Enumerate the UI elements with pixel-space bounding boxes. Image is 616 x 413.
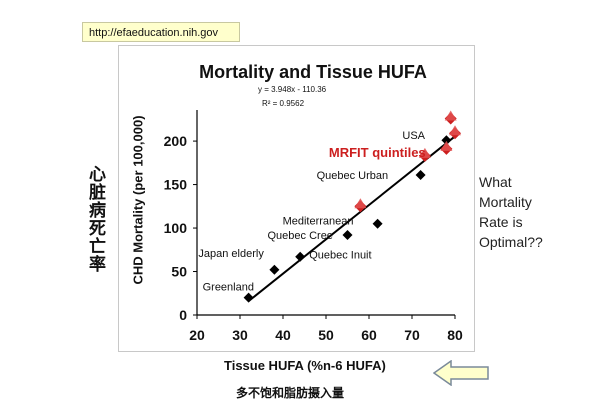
point-annotation: USA bbox=[402, 130, 425, 142]
mrfit-point-triangle bbox=[449, 125, 461, 136]
data-point-diamond bbox=[342, 230, 353, 240]
point-annotation: Japan elderly bbox=[198, 248, 264, 260]
chart-panel bbox=[118, 45, 475, 352]
mrfit-point-triangle bbox=[418, 147, 431, 158]
x-tick-label: 80 bbox=[447, 327, 463, 343]
x-axis-label: Tissue HUFA (%n-6 HUFA) bbox=[224, 358, 386, 373]
data-point-diamond bbox=[441, 135, 452, 146]
optimal-rate-question: What Mortality Rate is Optimal?? bbox=[479, 174, 543, 250]
y-tick-label: 200 bbox=[164, 133, 188, 149]
point-annotation: Quebec Cree bbox=[268, 230, 333, 242]
data-point-diamond bbox=[243, 292, 254, 303]
x-tick-label: 40 bbox=[275, 327, 291, 343]
x-tick-label: 30 bbox=[232, 327, 248, 343]
data-point-diamond bbox=[295, 251, 306, 262]
y-tick-label: 50 bbox=[171, 264, 187, 280]
arrow-left-icon bbox=[433, 360, 489, 386]
point-annotation: Quebec Urban bbox=[317, 170, 389, 182]
data-point-diamond bbox=[415, 170, 426, 180]
mrfit-point-triangle bbox=[440, 140, 453, 151]
x-tick-label: 20 bbox=[189, 327, 205, 343]
point-annotation: Quebec Inuit bbox=[309, 250, 371, 262]
y-tick-label: 150 bbox=[164, 177, 188, 193]
data-point-diamond bbox=[372, 218, 383, 229]
x-tick-label: 70 bbox=[404, 327, 420, 343]
chinese-side-label: 心脏病死亡率 bbox=[85, 165, 105, 273]
mrfit-point-triangle bbox=[354, 198, 367, 209]
data-point-diamond bbox=[269, 264, 280, 275]
chart-title: Mortality and Tissue HUFA bbox=[199, 62, 427, 82]
r-squared: R² = 0.9562 bbox=[262, 99, 305, 108]
trend-line bbox=[247, 135, 456, 302]
trend-equation: y = 3.948x - 110.36 bbox=[258, 85, 327, 94]
chinese-x-label: 多不饱和脂肪摄入量 bbox=[236, 386, 345, 400]
source-url-box: http://efaeducation.nih.gov bbox=[82, 22, 240, 42]
y-tick-label: 100 bbox=[164, 220, 188, 236]
y-tick-label: 0 bbox=[179, 307, 187, 323]
x-tick-label: 50 bbox=[318, 327, 334, 343]
point-annotation: Mediterranean bbox=[283, 216, 354, 228]
point-annotation: Greenland bbox=[203, 282, 254, 294]
point-annotation: MRFIT quintiles bbox=[329, 145, 426, 160]
mrfit-point-triangle bbox=[444, 110, 457, 121]
x-tick-label: 60 bbox=[361, 327, 377, 343]
